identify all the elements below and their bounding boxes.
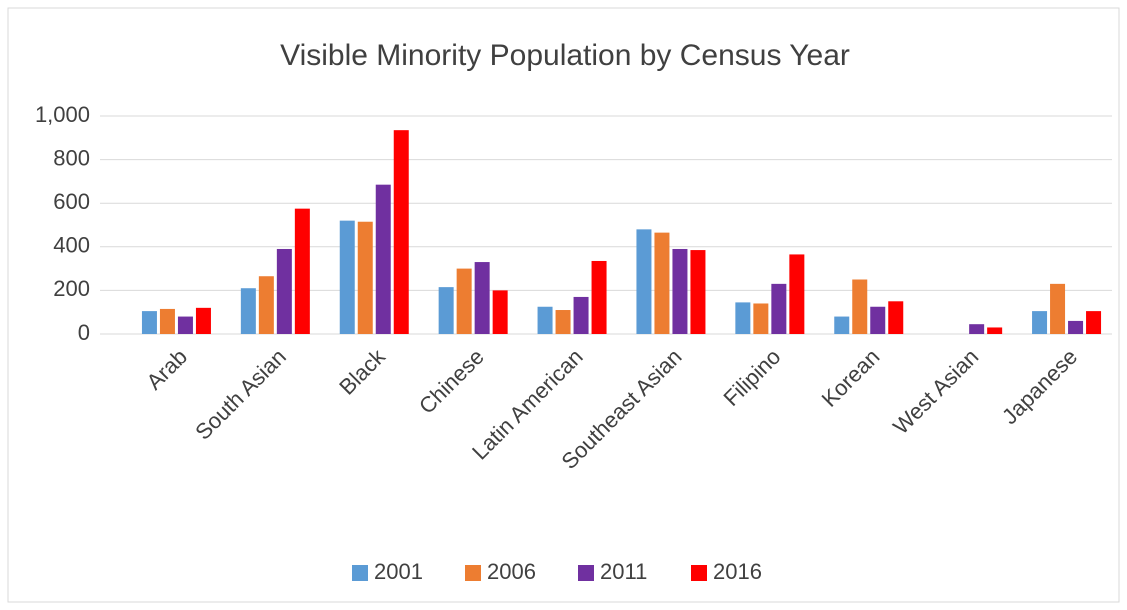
bar bbox=[1068, 320, 1084, 334]
y-tick-label: 400 bbox=[53, 233, 90, 258]
y-tick-label: 1,000 bbox=[35, 102, 90, 127]
y-tick-label: 800 bbox=[53, 145, 90, 170]
bar bbox=[834, 316, 850, 334]
bar bbox=[456, 268, 472, 334]
bar bbox=[555, 310, 571, 334]
bar bbox=[753, 303, 769, 334]
bar bbox=[1086, 311, 1102, 334]
bar bbox=[672, 248, 688, 334]
legend-swatch bbox=[465, 565, 481, 581]
bar bbox=[294, 208, 310, 334]
legend-label: 2016 bbox=[713, 559, 762, 584]
legend-swatch bbox=[578, 565, 594, 581]
bar bbox=[393, 130, 409, 334]
bar bbox=[492, 290, 508, 334]
legend-swatch bbox=[691, 565, 707, 581]
bar bbox=[987, 327, 1003, 334]
bar bbox=[654, 232, 670, 334]
bar bbox=[870, 306, 886, 334]
bar bbox=[789, 254, 805, 334]
bar bbox=[438, 287, 454, 334]
y-tick-label: 0 bbox=[78, 320, 90, 345]
bar bbox=[636, 229, 652, 334]
chart-border bbox=[7, 7, 1120, 603]
bar bbox=[591, 260, 607, 334]
legend-label: 2006 bbox=[487, 559, 536, 584]
chart-title: Visible Minority Population by Census Ye… bbox=[280, 39, 850, 72]
legend-swatch bbox=[352, 565, 368, 581]
bar bbox=[771, 283, 787, 334]
bar bbox=[240, 288, 256, 334]
bar bbox=[339, 220, 355, 334]
bar bbox=[1032, 311, 1048, 334]
bar bbox=[690, 250, 706, 334]
bar bbox=[1050, 283, 1066, 334]
bar bbox=[357, 221, 373, 334]
bar bbox=[888, 301, 904, 334]
bar bbox=[969, 324, 985, 334]
y-tick-label: 200 bbox=[53, 276, 90, 301]
bar bbox=[537, 306, 553, 334]
legend-label: 2011 bbox=[600, 559, 647, 584]
y-tick-label: 600 bbox=[53, 189, 90, 214]
legend-label: 2001 bbox=[374, 559, 423, 584]
bar bbox=[159, 308, 175, 334]
bar bbox=[735, 302, 751, 334]
bar bbox=[852, 279, 868, 334]
bar bbox=[195, 307, 211, 334]
bar bbox=[177, 316, 193, 334]
bar bbox=[375, 184, 391, 334]
bar bbox=[141, 311, 157, 334]
bar bbox=[276, 248, 292, 334]
bar bbox=[573, 296, 589, 334]
bar bbox=[258, 276, 274, 334]
bar bbox=[474, 262, 490, 334]
